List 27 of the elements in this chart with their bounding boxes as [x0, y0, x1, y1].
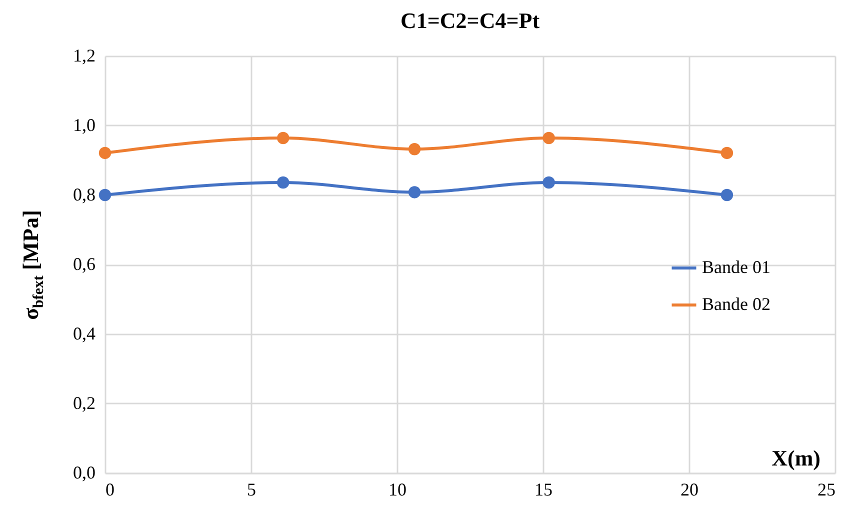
- point: [408, 143, 421, 156]
- legend-label: Bande 02: [702, 294, 770, 314]
- x-tick-label: 10: [388, 480, 406, 500]
- x-tick-label: 25: [818, 480, 836, 500]
- point: [98, 146, 112, 160]
- point: [408, 186, 421, 198]
- point: [542, 176, 555, 189]
- point: [276, 176, 290, 189]
- point: [276, 132, 290, 144]
- chart-title: C1=C2=C4=Pt: [400, 8, 540, 33]
- point: [720, 146, 734, 160]
- x-tick-label: 20: [680, 480, 698, 500]
- x-tick-label: 0: [106, 480, 114, 500]
- point: [720, 188, 734, 202]
- y-tick-label: 1,2: [73, 46, 96, 66]
- y-tick-label: 0,4: [73, 324, 96, 344]
- legend-label: Bande 01: [702, 257, 770, 277]
- x-tick-label: 15: [534, 480, 552, 500]
- y-tick-label: 0,2: [73, 393, 96, 413]
- point: [98, 188, 112, 202]
- x-axis-title: X(m): [772, 446, 820, 470]
- point: [542, 132, 555, 144]
- y-tick-label: 0,6: [73, 254, 96, 274]
- y-tick-label: 0,0: [73, 462, 96, 482]
- y-tick-label: 0,8: [73, 184, 96, 204]
- x-tick-label: 5: [247, 480, 256, 500]
- y-tick-label: 1,0: [73, 115, 96, 135]
